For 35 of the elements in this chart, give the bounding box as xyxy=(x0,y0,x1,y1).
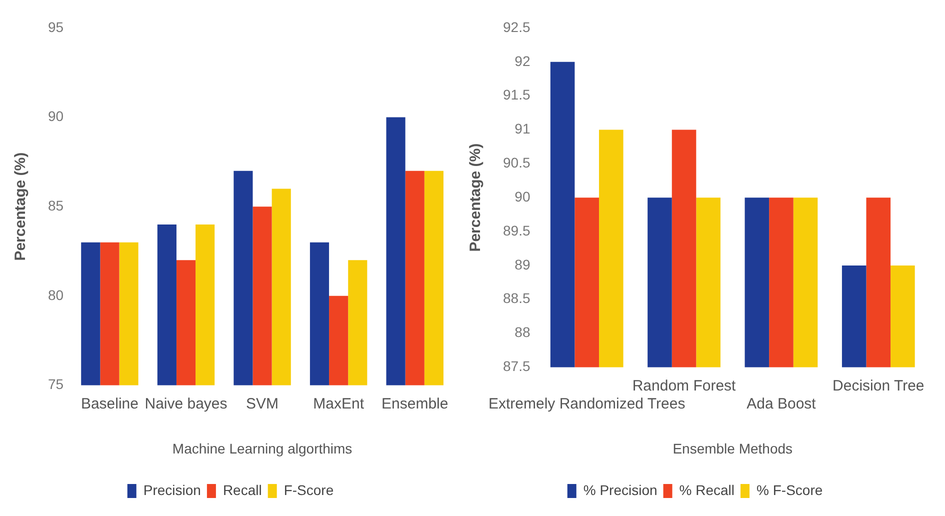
x-tick-label: Ensemble xyxy=(382,395,448,412)
x-tick-label: Baseline xyxy=(80,395,138,412)
x-tick-label: Random Forest xyxy=(632,377,737,394)
y-tick-label: 91.5 xyxy=(503,86,530,103)
x-tick-label: Extremely Randomized Trees xyxy=(488,395,686,412)
legend-label: F-Score xyxy=(284,482,334,498)
y-tick-label: 91 xyxy=(514,120,530,137)
y-tick-label: 89 xyxy=(514,256,530,272)
legend-label: Recall xyxy=(222,482,262,498)
x-tick-label: Ada Boost xyxy=(746,395,817,412)
y-tick-label: 88.5 xyxy=(503,290,530,306)
x-tick-label: SVM xyxy=(246,395,279,412)
x-axis-title: Ensemble Methods xyxy=(672,440,793,456)
x-axis-title: Machine Learning algorthims xyxy=(172,440,352,456)
legend-label: Precision xyxy=(143,482,201,498)
x-tick-label: Naive bayes xyxy=(144,395,228,412)
y-tick-label: 88 xyxy=(514,324,530,340)
y-tick-label: 75 xyxy=(48,376,64,392)
y-tick-label: 85 xyxy=(48,197,64,214)
y-tick-label: 87.5 xyxy=(503,358,530,374)
y-tick-label: 80 xyxy=(48,286,64,303)
x-tick-label: Decision Tree xyxy=(832,377,924,394)
y-tick-label: 95 xyxy=(48,18,64,35)
legend-label: % Precision xyxy=(583,482,658,498)
y-axis-title: Percentage (%) xyxy=(12,152,30,261)
y-tick-label: 90 xyxy=(48,108,64,124)
y-tick-label: 92.5 xyxy=(503,18,530,35)
y-axis-title: Percentage (%) xyxy=(467,143,484,252)
legend-label: % Recall xyxy=(679,482,735,498)
y-tick-label: 92 xyxy=(514,52,530,69)
y-tick-label: 90 xyxy=(514,188,530,204)
y-tick-label: 90.5 xyxy=(503,154,530,171)
x-tick-label: MaxEnt xyxy=(313,395,365,412)
legend-label: % F-Score xyxy=(756,482,823,498)
y-tick-label: 89.5 xyxy=(503,222,530,238)
